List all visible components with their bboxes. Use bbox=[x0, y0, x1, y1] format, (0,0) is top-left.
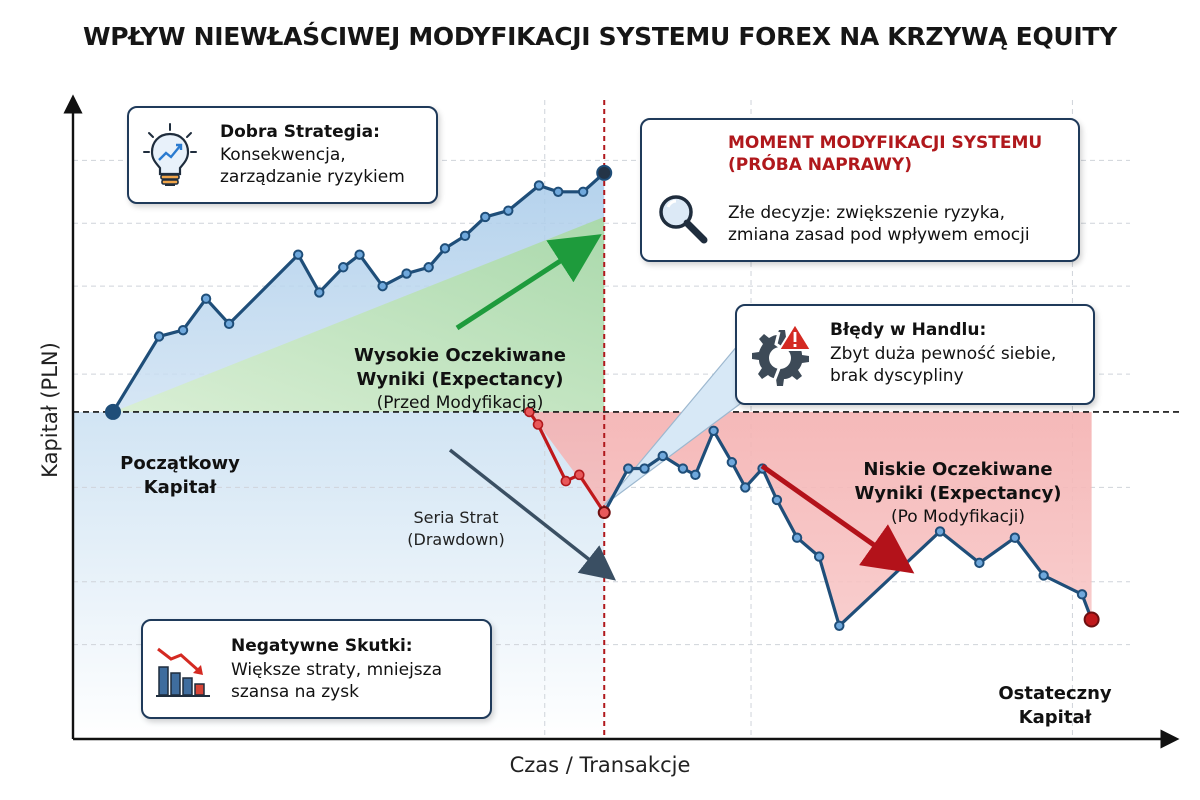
data-point bbox=[573, 469, 585, 481]
data-point bbox=[1076, 589, 1088, 600]
data-point bbox=[459, 230, 471, 242]
data-point bbox=[577, 186, 589, 197]
data-point bbox=[503, 205, 514, 216]
x-axis-title: Czas / Transakcje bbox=[509, 753, 691, 777]
data-point bbox=[934, 526, 946, 537]
uptrend-arrow bbox=[455, 234, 602, 331]
chart-title: WPŁYW NIEWŁAŚCIWEJ MODYFIKACJI SYSTEMU F… bbox=[83, 22, 1117, 51]
data-point bbox=[177, 324, 189, 336]
data-point bbox=[354, 249, 365, 260]
downtrend-arrow bbox=[760, 463, 915, 574]
data-point bbox=[439, 243, 451, 254]
data-point bbox=[292, 249, 304, 260]
y-axis-title: Kapitał (PLN) bbox=[38, 342, 62, 478]
peak-point bbox=[596, 164, 613, 181]
low-expectancy-label: Niskie Oczekiwane Wyniki (Expectancy) (P… bbox=[854, 459, 1062, 527]
data-point bbox=[377, 280, 388, 292]
data-point bbox=[623, 463, 634, 474]
data-point bbox=[708, 425, 719, 436]
data-point bbox=[657, 450, 668, 462]
modification-text: Złe decyzje: zwiększenie ryzyka, zmiana … bbox=[728, 203, 1030, 245]
drawdown-arrow bbox=[448, 448, 617, 581]
data-point bbox=[532, 419, 544, 430]
good-strategy-card: Dobra Strategia: Konsekwencja, zarządzan… bbox=[127, 106, 438, 204]
series-line-before bbox=[111, 171, 606, 413]
data-point bbox=[726, 457, 738, 468]
drawdown-label: Seria Strat (Drawdown) bbox=[407, 508, 505, 549]
data-point bbox=[791, 532, 803, 543]
negative-effects-card: Negatywne Skutki: Większe straty, mniejs… bbox=[141, 619, 492, 719]
magnifier-icon bbox=[659, 195, 708, 244]
data-point bbox=[690, 469, 701, 481]
start-point bbox=[105, 403, 121, 420]
data-point bbox=[813, 551, 825, 562]
start-capital-label: Początkowy Kapitał bbox=[120, 453, 240, 498]
data-point bbox=[1009, 532, 1021, 543]
end-point bbox=[1083, 611, 1100, 628]
data-point bbox=[423, 262, 434, 273]
data-point bbox=[533, 180, 545, 191]
trading-errors-card: Błędy w Handlu: Zbyt duża pewność siebie… bbox=[735, 304, 1095, 405]
data-point bbox=[740, 482, 751, 493]
negative-effects-text: Większe straty, mniejsza szansa na zysk bbox=[231, 660, 443, 702]
end-capital-label: Ostateczny Kapitał bbox=[998, 683, 1112, 728]
data-point bbox=[677, 463, 689, 474]
data-point bbox=[153, 331, 165, 342]
data-point bbox=[524, 406, 535, 418]
high-expectancy-label: Wysokie Oczekiwane Wyniki (Expectancy) (… bbox=[354, 345, 566, 413]
data-point bbox=[974, 557, 985, 569]
falling-bars-chart-icon bbox=[156, 647, 210, 697]
data-point bbox=[480, 211, 491, 223]
data-point bbox=[771, 494, 783, 506]
high-expectancy-area bbox=[113, 216, 605, 412]
good-strategy-heading: Dobra Strategia: bbox=[220, 122, 380, 142]
lightbulb-chart-icon bbox=[143, 123, 197, 186]
modification-heading: MOMENT MODYFIKACJI SYSTEMU (PRÓBA NAPRAW… bbox=[728, 133, 1043, 175]
data-point bbox=[1038, 570, 1049, 581]
data-point bbox=[401, 268, 412, 279]
data-point bbox=[560, 475, 572, 487]
data-point bbox=[338, 262, 349, 273]
trading-errors-heading: Błędy w Handlu: bbox=[830, 320, 987, 340]
data-point bbox=[639, 463, 650, 474]
data-point bbox=[223, 318, 235, 330]
data-point bbox=[200, 293, 212, 304]
data-point bbox=[552, 186, 564, 197]
low-expectancy-area bbox=[529, 411, 1092, 626]
negative-effects-heading: Negatywne Skutki: bbox=[231, 636, 413, 656]
broken-gear-warning-icon bbox=[752, 322, 813, 386]
modification-card: MOMENT MODYFIKACJI SYSTEMU (PRÓBA NAPRAW… bbox=[640, 118, 1080, 262]
data-point bbox=[314, 287, 325, 298]
good-strategy-text: Konsekwencja, zarządzanie ryzykiem bbox=[220, 145, 405, 187]
data-point bbox=[834, 620, 845, 631]
data-point bbox=[597, 506, 611, 520]
trading-errors-text: Zbyt duża pewność siebie, brak dyscyplin… bbox=[830, 344, 1057, 386]
